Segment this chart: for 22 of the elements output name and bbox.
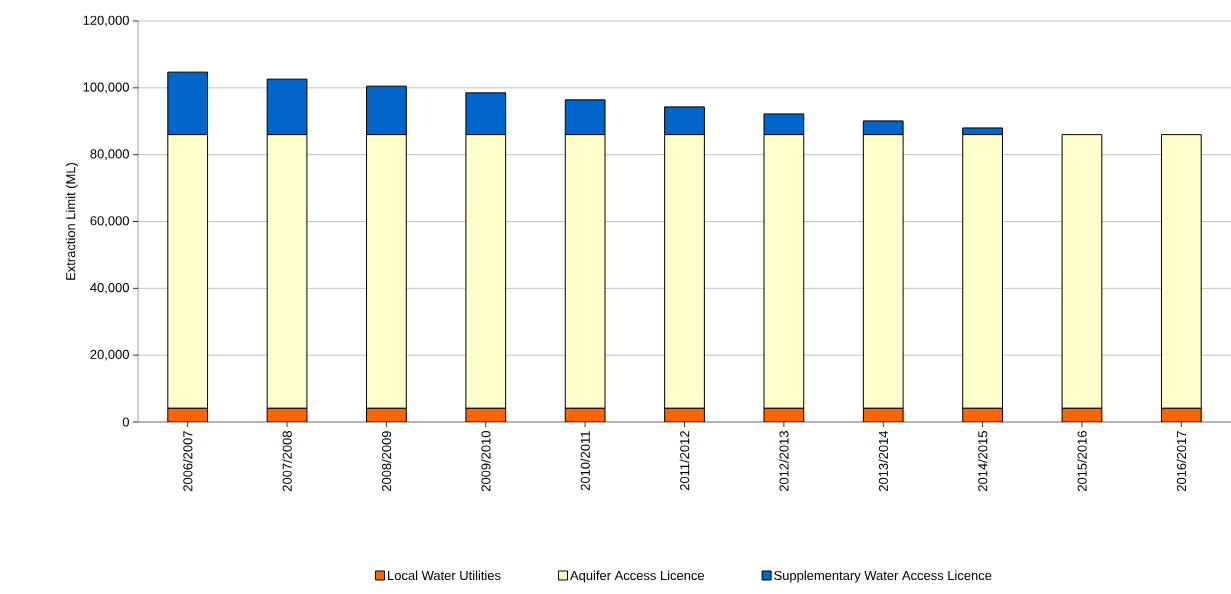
x-tick-label: 2006/2007 bbox=[182, 431, 193, 492]
legend-label: Aquifer Access Licence bbox=[570, 570, 705, 583]
y-tick-label: 0 bbox=[122, 417, 129, 427]
y-tick-label: 120,000 bbox=[83, 15, 129, 27]
y-tick-label: 40,000 bbox=[90, 282, 129, 294]
x-tick-label: 2015/2016 bbox=[1077, 431, 1087, 492]
y-tick-label: 20,000 bbox=[90, 349, 129, 361]
x-tick-label: 2013/2014 bbox=[878, 430, 888, 492]
y-axis-title: Extraction Limit (ML) bbox=[65, 162, 78, 280]
x-tick-label: 2008/2009 bbox=[381, 431, 392, 492]
x-tick-label: 2011/2012 bbox=[679, 431, 690, 491]
x-tick-label: 2010/2011 bbox=[580, 431, 590, 491]
x-tick-label: 2016/2017 bbox=[1176, 431, 1187, 492]
legend-label: Local Water Utilities bbox=[388, 570, 501, 581]
x-tick-label: 2012/2013 bbox=[779, 431, 789, 492]
legend-label: Supplementary Water Access Licence bbox=[774, 570, 992, 583]
y-tick-label: 60,000 bbox=[90, 216, 129, 227]
y-tick-label: 100,000 bbox=[83, 82, 129, 94]
x-tick-label: 2007/2008 bbox=[282, 431, 292, 492]
x-tick-label: 2009/2010 bbox=[481, 431, 491, 492]
y-tick-label: 80,000 bbox=[90, 149, 129, 161]
x-tick-label: 2014/2015 bbox=[977, 431, 988, 492]
